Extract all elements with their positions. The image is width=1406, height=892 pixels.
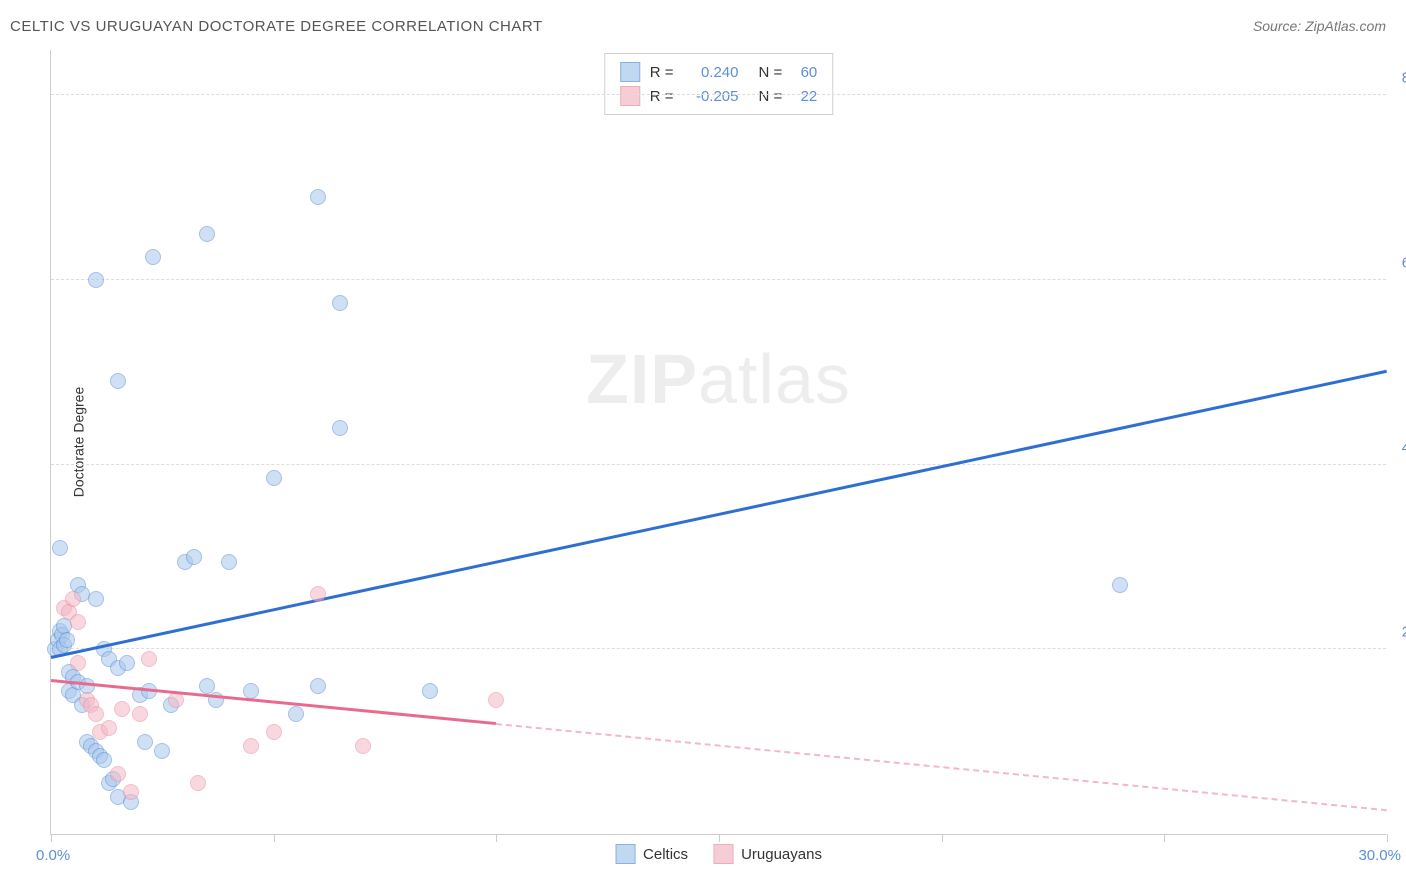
scatter-point: [199, 226, 215, 242]
x-tick: [942, 834, 943, 842]
scatter-point: [422, 683, 438, 699]
legend-swatch: [620, 86, 640, 106]
legend-item: Celtics: [615, 844, 688, 864]
scatter-point: [243, 683, 259, 699]
scatter-point: [355, 738, 371, 754]
x-tick: [1164, 834, 1165, 842]
scatter-point: [266, 470, 282, 486]
legend-item: Uruguayans: [713, 844, 822, 864]
legend-swatch: [615, 844, 635, 864]
scatter-point: [141, 651, 157, 667]
scatter-point: [88, 591, 104, 607]
scatter-point: [145, 249, 161, 265]
scatter-point: [488, 692, 504, 708]
legend-series: Celtics Uruguayans: [615, 844, 822, 864]
scatter-point: [190, 775, 206, 791]
x-tick: [496, 834, 497, 842]
source-label: Source: ZipAtlas.com: [1253, 18, 1386, 34]
n-label: N =: [759, 64, 783, 81]
scatter-point: [52, 540, 68, 556]
scatter-point: [1112, 577, 1128, 593]
r-value: 0.240: [684, 64, 739, 81]
x-axis-max-label: 30.0%: [1358, 847, 1401, 864]
scatter-point: [59, 632, 75, 648]
x-tick: [51, 834, 52, 842]
scatter-point: [310, 678, 326, 694]
correlation-chart: CELTIC VS URUGUAYAN DOCTORATE DEGREE COR…: [10, 10, 1396, 882]
y-tick-label: 6.0%: [1391, 254, 1406, 271]
r-label: R =: [650, 88, 674, 105]
gridline: [51, 648, 1386, 649]
scatter-point: [110, 373, 126, 389]
scatter-point: [221, 554, 237, 570]
gridline: [51, 94, 1386, 95]
legend-stats-row: R = -0.205 N = 22: [620, 84, 818, 108]
scatter-point: [132, 706, 148, 722]
y-axis-title: Doctorate Degree: [70, 387, 86, 498]
scatter-point: [243, 738, 259, 754]
watermark: ZIPatlas: [586, 339, 851, 419]
legend-stats-row: R = 0.240 N = 60: [620, 60, 818, 84]
y-tick-label: 4.0%: [1391, 439, 1406, 456]
scatter-point: [114, 701, 130, 717]
scatter-point: [70, 655, 86, 671]
n-value: 22: [792, 88, 817, 105]
chart-title: CELTIC VS URUGUAYAN DOCTORATE DEGREE COR…: [10, 18, 543, 35]
scatter-point: [65, 591, 81, 607]
legend-label: Celtics: [643, 846, 688, 863]
n-value: 60: [792, 64, 817, 81]
x-tick: [1387, 834, 1388, 842]
scatter-point: [310, 586, 326, 602]
y-tick-label: 2.0%: [1391, 624, 1406, 641]
scatter-point: [123, 784, 139, 800]
legend-stats: R = 0.240 N = 60 R = -0.205 N = 22: [604, 53, 834, 115]
scatter-point: [288, 706, 304, 722]
scatter-point: [137, 734, 153, 750]
scatter-point: [266, 724, 282, 740]
trend-line-extrapolated: [496, 723, 1387, 811]
gridline: [51, 464, 1386, 465]
scatter-point: [154, 743, 170, 759]
scatter-point: [88, 272, 104, 288]
x-tick: [719, 834, 720, 842]
legend-swatch: [713, 844, 733, 864]
scatter-point: [101, 720, 117, 736]
gridline: [51, 279, 1386, 280]
x-axis-min-label: 0.0%: [36, 847, 70, 864]
legend-label: Uruguayans: [741, 846, 822, 863]
scatter-point: [70, 614, 86, 630]
scatter-point: [119, 655, 135, 671]
scatter-point: [332, 420, 348, 436]
y-tick-label: 8.0%: [1391, 70, 1406, 87]
legend-swatch: [620, 62, 640, 82]
scatter-point: [332, 295, 348, 311]
n-label: N =: [759, 88, 783, 105]
scatter-point: [96, 752, 112, 768]
scatter-point: [88, 706, 104, 722]
scatter-point: [310, 189, 326, 205]
plot-area: Doctorate Degree ZIPatlas R =0.240N =60R…: [50, 50, 1386, 835]
x-tick: [274, 834, 275, 842]
r-label: R =: [650, 64, 674, 81]
scatter-point: [110, 766, 126, 782]
scatter-point: [186, 549, 202, 565]
r-value: -0.205: [684, 88, 739, 105]
trend-line: [51, 369, 1388, 658]
